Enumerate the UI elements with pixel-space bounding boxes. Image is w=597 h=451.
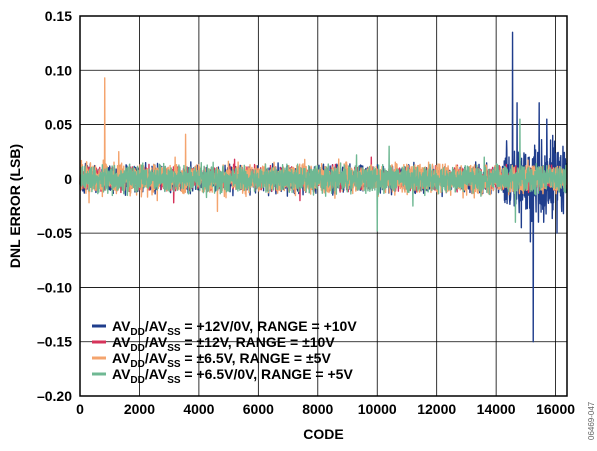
y-tick-label: –0.10 — [37, 279, 72, 295]
legend-label-part: AV — [112, 350, 131, 366]
legend-label-part: /AV — [145, 366, 168, 382]
legend-label-part: DD — [130, 343, 144, 354]
legend-label-part: /AV — [145, 334, 168, 350]
series-line — [79, 118, 568, 232]
x-tick-label: 10000 — [358, 401, 397, 417]
legend-entry: AVDD/AVSS = +12V/0V, RANGE = +10V — [92, 318, 357, 338]
legend-entry: AVDD/AVSS = ±12V, RANGE = ±10V — [92, 334, 335, 354]
legend-label-part: DD — [130, 359, 144, 370]
x-tick-label: 4000 — [183, 401, 214, 417]
x-tick-label: 16000 — [536, 401, 575, 417]
y-tick-label: 0.10 — [45, 62, 72, 78]
plot-frame — [79, 15, 568, 397]
x-tick-label: 8000 — [302, 401, 333, 417]
y-tick-label: –0.20 — [37, 388, 72, 404]
legend-label-part: = ±6.5V, RANGE = ±5V — [181, 350, 332, 366]
legend-label: AVDD/AVSS = ±12V, RANGE = ±10V — [112, 334, 335, 354]
x-tick-label: 14000 — [477, 401, 516, 417]
legend-label-part: = +6.5V/0V, RANGE = +5V — [181, 366, 354, 382]
legend-label-part: AV — [112, 366, 131, 382]
legend-label-part: DD — [130, 375, 144, 386]
x-tick-label: 2000 — [124, 401, 155, 417]
legend-label-part: SS — [167, 327, 181, 338]
x-tick-label: 0 — [76, 401, 84, 417]
legend-entry: AVDD/AVSS = +6.5V/0V, RANGE = +5V — [92, 366, 353, 386]
x-tick-label: 6000 — [243, 401, 274, 417]
y-tick-label: 0.05 — [45, 117, 72, 133]
tick-layer: 0 2000 4000 6000 8000 10000 12000 14000 16000 –0.… — [37, 8, 575, 417]
y-tick-label: –0.15 — [37, 334, 72, 350]
legend-label-part: /AV — [145, 318, 168, 334]
legend-label-part: SS — [167, 343, 181, 354]
series-line — [79, 77, 568, 213]
legend-label-part: AV — [112, 334, 131, 350]
legend-label: AVDD/AVSS = +6.5V/0V, RANGE = +5V — [112, 366, 353, 386]
legend-label-part: = ±12V, RANGE = ±10V — [181, 334, 336, 350]
y-axis-title: DNL ERROR (LSB) — [7, 144, 23, 268]
y-tick-label: –0.05 — [37, 225, 72, 241]
legend-label-part: SS — [167, 359, 181, 370]
series-layer — [79, 31, 568, 343]
legend-entry: AVDD/AVSS = ±6.5V, RANGE = ±5V — [92, 350, 331, 370]
legend-label-part: = +12V/0V, RANGE = +10V — [181, 318, 358, 334]
y-tick-label: 0 — [64, 171, 72, 187]
legend-label-part: SS — [167, 375, 181, 386]
x-axis-title: CODE — [303, 426, 343, 442]
legend-label-part: /AV — [145, 350, 168, 366]
x-tick-label: 12000 — [417, 401, 456, 417]
legend: AVDD/AVSS = +12V/0V, RANGE = +10VAVDD/AV… — [92, 318, 357, 386]
legend-label-part: AV — [112, 318, 131, 334]
legend-label: AVDD/AVSS = ±6.5V, RANGE = ±5V — [112, 350, 331, 370]
y-tick-label: 0.15 — [45, 8, 72, 24]
figure-code-watermark: 06469-047 — [587, 401, 596, 440]
legend-label: AVDD/AVSS = +12V/0V, RANGE = +10V — [112, 318, 357, 338]
legend-label-part: DD — [130, 327, 144, 338]
